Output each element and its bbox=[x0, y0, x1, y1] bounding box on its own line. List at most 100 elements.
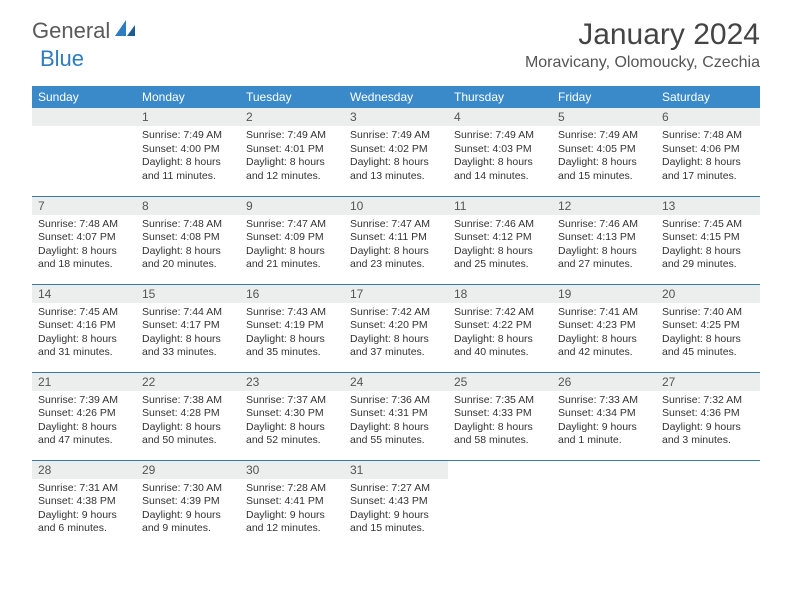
day-content: Sunrise: 7:35 AMSunset: 4:33 PMDaylight:… bbox=[448, 391, 552, 455]
calendar-cell: 14Sunrise: 7:45 AMSunset: 4:16 PMDayligh… bbox=[32, 284, 136, 372]
logo-blue-row: Blue bbox=[40, 46, 84, 72]
day-content: Sunrise: 7:49 AMSunset: 4:03 PMDaylight:… bbox=[448, 126, 552, 190]
day-number: 19 bbox=[552, 285, 656, 303]
sun-info-line: Sunset: 4:05 PM bbox=[558, 143, 650, 157]
calendar-week-row: 7Sunrise: 7:48 AMSunset: 4:07 PMDaylight… bbox=[32, 196, 760, 284]
day-number: 18 bbox=[448, 285, 552, 303]
day-content: Sunrise: 7:31 AMSunset: 4:38 PMDaylight:… bbox=[32, 479, 136, 543]
sun-info-line: Daylight: 8 hours bbox=[662, 156, 754, 170]
sun-info-line: and 12 minutes. bbox=[246, 170, 338, 184]
day-number: 6 bbox=[656, 108, 760, 126]
sun-info-line: and 33 minutes. bbox=[142, 346, 234, 360]
sun-info-line: Sunrise: 7:39 AM bbox=[38, 394, 130, 408]
logo-sail-icon bbox=[114, 19, 136, 44]
sun-info-line: Daylight: 8 hours bbox=[662, 245, 754, 259]
day-header-row: Sunday Monday Tuesday Wednesday Thursday… bbox=[32, 86, 760, 108]
sun-info-line: Sunrise: 7:48 AM bbox=[38, 218, 130, 232]
sun-info-line: and 9 minutes. bbox=[142, 522, 234, 536]
sun-info-line: Sunset: 4:15 PM bbox=[662, 231, 754, 245]
calendar-week-row: 28Sunrise: 7:31 AMSunset: 4:38 PMDayligh… bbox=[32, 460, 760, 548]
day-header: Sunday bbox=[32, 86, 136, 108]
sun-info-line: Sunrise: 7:49 AM bbox=[454, 129, 546, 143]
sun-info-line: Daylight: 8 hours bbox=[454, 421, 546, 435]
sun-info-line: Daylight: 9 hours bbox=[350, 509, 442, 523]
calendar-cell bbox=[552, 460, 656, 548]
calendar-week-row: 14Sunrise: 7:45 AMSunset: 4:16 PMDayligh… bbox=[32, 284, 760, 372]
day-number: 24 bbox=[344, 373, 448, 391]
calendar-cell: 22 Sunrise: 7:38 AMSunset: 4:28 PMDayligh… bbox=[136, 372, 240, 460]
sun-info-line: Sunrise: 7:38 AM bbox=[142, 394, 234, 408]
day-number bbox=[32, 108, 136, 126]
calendar-cell: 4Sunrise: 7:49 AMSunset: 4:03 PMDaylight… bbox=[448, 108, 552, 196]
sun-info-line: and 58 minutes. bbox=[454, 434, 546, 448]
day-header: Wednesday bbox=[344, 86, 448, 108]
calendar-cell bbox=[448, 460, 552, 548]
sun-info-line: Sunset: 4:11 PM bbox=[350, 231, 442, 245]
day-header: Tuesday bbox=[240, 86, 344, 108]
sun-info-line: Sunset: 4:28 PM bbox=[142, 407, 234, 421]
sun-info-line: Daylight: 8 hours bbox=[142, 421, 234, 435]
calendar-cell bbox=[32, 108, 136, 196]
day-content: Sunrise: 7:32 AMSunset: 4:36 PMDaylight:… bbox=[656, 391, 760, 455]
sun-info-line: and 37 minutes. bbox=[350, 346, 442, 360]
sun-info-line: Sunrise: 7:42 AM bbox=[350, 306, 442, 320]
sun-info-line: and 20 minutes. bbox=[142, 258, 234, 272]
day-content: Sunrise: 7:49 AMSunset: 4:00 PMDaylight:… bbox=[136, 126, 240, 190]
sun-info-line: Daylight: 8 hours bbox=[558, 156, 650, 170]
day-number: 30 bbox=[240, 461, 344, 479]
sun-info-line: Daylight: 8 hours bbox=[38, 333, 130, 347]
sun-info-line: Sunrise: 7:49 AM bbox=[142, 129, 234, 143]
day-number: 9 bbox=[240, 197, 344, 215]
sun-info-line: Daylight: 8 hours bbox=[350, 421, 442, 435]
calendar-cell: 16Sunrise: 7:43 AMSunset: 4:19 PMDayligh… bbox=[240, 284, 344, 372]
calendar-cell: 13Sunrise: 7:45 AMSunset: 4:15 PMDayligh… bbox=[656, 196, 760, 284]
day-content: Sunrise: 7:27 AMSunset: 4:43 PMDaylight:… bbox=[344, 479, 448, 543]
sun-info-line: Sunset: 4:00 PM bbox=[142, 143, 234, 157]
sun-info-line: Daylight: 8 hours bbox=[454, 333, 546, 347]
sun-info-line: and 55 minutes. bbox=[350, 434, 442, 448]
sun-info-line: and 1 minute. bbox=[558, 434, 650, 448]
sun-info-line: Sunrise: 7:47 AM bbox=[350, 218, 442, 232]
day-number: 29 bbox=[136, 461, 240, 479]
sun-info-line: and 35 minutes. bbox=[246, 346, 338, 360]
calendar-cell: 8Sunrise: 7:48 AMSunset: 4:08 PMDaylight… bbox=[136, 196, 240, 284]
calendar-cell: 20Sunrise: 7:40 AMSunset: 4:25 PMDayligh… bbox=[656, 284, 760, 372]
day-number: 4 bbox=[448, 108, 552, 126]
sun-info-line: Sunrise: 7:41 AM bbox=[558, 306, 650, 320]
day-number: 22 bbox=[136, 373, 240, 391]
day-content: Sunrise: 7:36 AMSunset: 4:31 PMDaylight:… bbox=[344, 391, 448, 455]
day-content: Sunrise: 7:39 AMSunset: 4:26 PMDaylight:… bbox=[32, 391, 136, 455]
sun-info-line: and 14 minutes. bbox=[454, 170, 546, 184]
sun-info-line: and 21 minutes. bbox=[246, 258, 338, 272]
sun-info-line: Sunrise: 7:48 AM bbox=[142, 218, 234, 232]
sun-info-line: Daylight: 8 hours bbox=[454, 245, 546, 259]
logo-text-blue: Blue bbox=[40, 46, 84, 71]
calendar-cell: 19Sunrise: 7:41 AMSunset: 4:23 PMDayligh… bbox=[552, 284, 656, 372]
day-content bbox=[32, 126, 136, 135]
sun-info-line: Sunset: 4:06 PM bbox=[662, 143, 754, 157]
calendar-cell: 15Sunrise: 7:44 AMSunset: 4:17 PMDayligh… bbox=[136, 284, 240, 372]
day-number: 2 bbox=[240, 108, 344, 126]
title-block: January 2024 Moravicany, Olomoucky, Czec… bbox=[525, 18, 760, 72]
sun-info-line: and 31 minutes. bbox=[38, 346, 130, 360]
logo-text-general: General bbox=[32, 18, 110, 44]
day-number: 1 bbox=[136, 108, 240, 126]
calendar-cell: 27Sunrise: 7:32 AMSunset: 4:36 PMDayligh… bbox=[656, 372, 760, 460]
day-number: 28 bbox=[32, 461, 136, 479]
calendar-cell: 25Sunrise: 7:35 AMSunset: 4:33 PMDayligh… bbox=[448, 372, 552, 460]
calendar-cell: 6 Sunrise: 7:48 AMSunset: 4:06 PMDaylight… bbox=[656, 108, 760, 196]
calendar-cell: 17Sunrise: 7:42 AMSunset: 4:20 PMDayligh… bbox=[344, 284, 448, 372]
sun-info-line: Daylight: 8 hours bbox=[350, 333, 442, 347]
day-header: Saturday bbox=[656, 86, 760, 108]
calendar-cell: 21Sunrise: 7:39 AMSunset: 4:26 PMDayligh… bbox=[32, 372, 136, 460]
sun-info-line: Daylight: 8 hours bbox=[142, 333, 234, 347]
sun-info-line: and 6 minutes. bbox=[38, 522, 130, 536]
sun-info-line: Sunset: 4:09 PM bbox=[246, 231, 338, 245]
sun-info-line: Sunrise: 7:48 AM bbox=[662, 129, 754, 143]
sun-info-line: Sunrise: 7:35 AM bbox=[454, 394, 546, 408]
sun-info-line: Daylight: 8 hours bbox=[38, 245, 130, 259]
calendar-cell: 1Sunrise: 7:49 AMSunset: 4:00 PMDaylight… bbox=[136, 108, 240, 196]
sun-info-line: Daylight: 8 hours bbox=[662, 333, 754, 347]
sun-info-line: Daylight: 8 hours bbox=[558, 333, 650, 347]
day-number: 25 bbox=[448, 373, 552, 391]
